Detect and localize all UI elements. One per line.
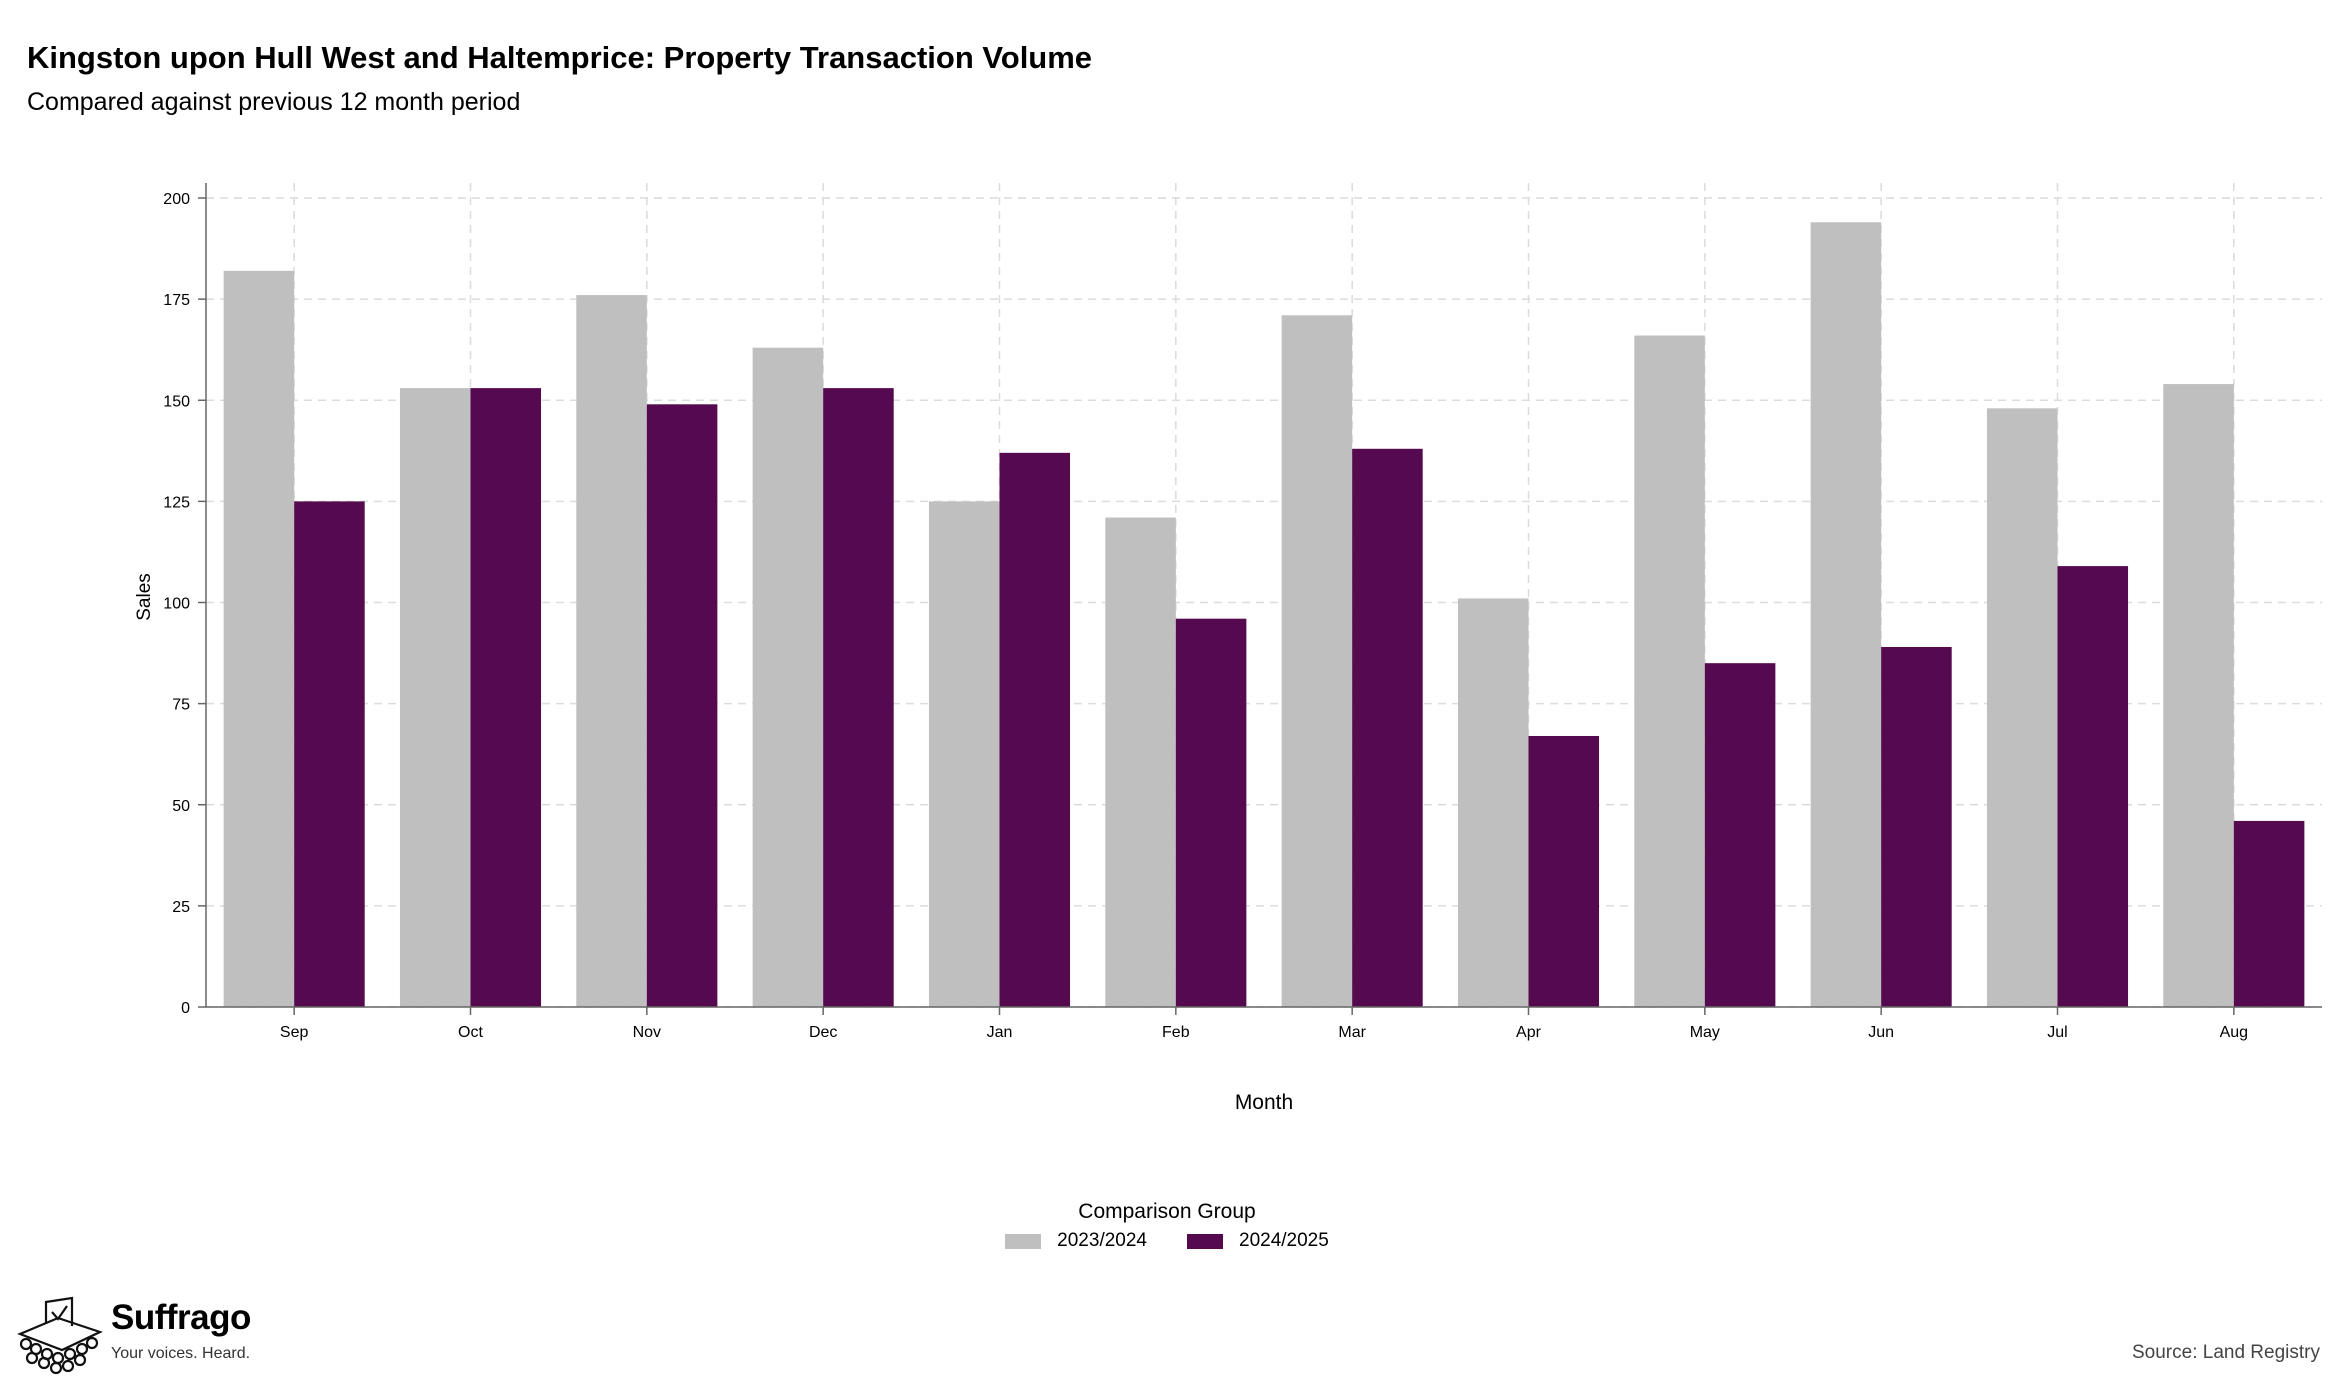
bar-2024-2025-jan [999, 452, 1071, 1008]
legend-title: Comparison Group [1078, 1200, 1256, 1223]
source-note: Source: Land Registry [2132, 1342, 2320, 1363]
bar-2023-2024-jun [1810, 222, 1882, 1007]
bar-2024-2025-mar [1352, 448, 1423, 1007]
chart-title: Kingston upon Hull West and Haltemprice:… [27, 40, 1093, 75]
x-tick-label: Jul [2047, 1024, 2067, 1041]
bar-2024-2025-sep [294, 501, 365, 1007]
legend-label: 2024/2025 [1239, 1230, 1329, 1251]
y-tick-label: 0 [181, 1000, 190, 1017]
y-tick-label: 25 [172, 899, 190, 916]
x-tick-label: Dec [809, 1024, 837, 1041]
legend-swatch [1187, 1233, 1223, 1249]
y-tick-label: 100 [163, 596, 190, 613]
x-tick-label: May [1690, 1024, 1720, 1041]
x-tick-label: Jun [1868, 1024, 1894, 1041]
axes: 0 25 50 75 100 125 150 175 200 Sep Oct Nov Dec Jan Feb… [163, 183, 2322, 1041]
y-axis-label: Sales [134, 573, 155, 621]
bar-2023-2024-apr [1457, 598, 1529, 1007]
bar-2023-2024-oct [399, 388, 471, 1007]
bar-2024-2025-aug [2233, 820, 2305, 1007]
legend-label: 2023/2024 [1057, 1230, 1147, 1251]
bars [223, 222, 2305, 1008]
x-axis-label: Month [1235, 1091, 1293, 1114]
x-tick-label: Nov [633, 1024, 661, 1041]
y-tick-label: 150 [163, 393, 190, 410]
bar-2023-2024-jul [1986, 408, 2058, 1008]
y-tick-label: 75 [172, 697, 190, 714]
x-tick-label: Aug [2220, 1024, 2248, 1041]
legend-item-2024-2025: 2024/2025 [1187, 1230, 1329, 1252]
bar-2023-2024-nov [576, 295, 647, 1008]
bar-2024-2025-jun [1881, 646, 1952, 1007]
y-tick-label: 200 [163, 191, 190, 208]
bar-2023-2024-dec [752, 347, 824, 1007]
bar-2024-2025-oct [470, 388, 542, 1007]
chart-subtitle: Compared against previous 12 month perio… [27, 88, 521, 116]
bar-2023-2024-feb [1105, 517, 1176, 1007]
bar-2024-2025-dec [823, 388, 894, 1007]
x-tick-label: Jan [987, 1024, 1013, 1041]
bar-2024-2025-apr [1528, 735, 1600, 1007]
bar-2023-2024-may [1634, 335, 1705, 1007]
legend: Comparison Group 2023/2024 2024/2025 [0, 1200, 2334, 1255]
brand-name: Suffrago [111, 1298, 251, 1337]
bar-2024-2025-jul [2057, 566, 2129, 1007]
bar-2023-2024-aug [2163, 384, 2234, 1007]
bar-2024-2025-feb [1175, 618, 1247, 1007]
bar-2024-2025-may [1704, 663, 1776, 1007]
y-tick-label: 125 [163, 494, 190, 511]
y-tick-label: 175 [163, 292, 190, 309]
legend-swatch [1005, 1233, 1042, 1249]
bar-2023-2024-sep [223, 270, 295, 1007]
y-tick-label: 50 [172, 798, 190, 815]
x-tick-label: Feb [1162, 1024, 1190, 1041]
x-tick-label: Mar [1338, 1024, 1366, 1041]
bar-2024-2025-nov [646, 404, 718, 1007]
x-tick-label: Oct [458, 1024, 483, 1041]
brand-tagline: Your voices. Heard. [111, 1345, 251, 1362]
legend-item-2023-2024: 2023/2024 [1005, 1230, 1147, 1252]
ballot-box-icon [17, 1296, 103, 1375]
x-tick-label: Sep [280, 1024, 309, 1041]
x-tick-label: Apr [1516, 1024, 1542, 1041]
bar-2023-2024-jan [928, 501, 1000, 1007]
bar-2023-2024-mar [1281, 315, 1353, 1007]
